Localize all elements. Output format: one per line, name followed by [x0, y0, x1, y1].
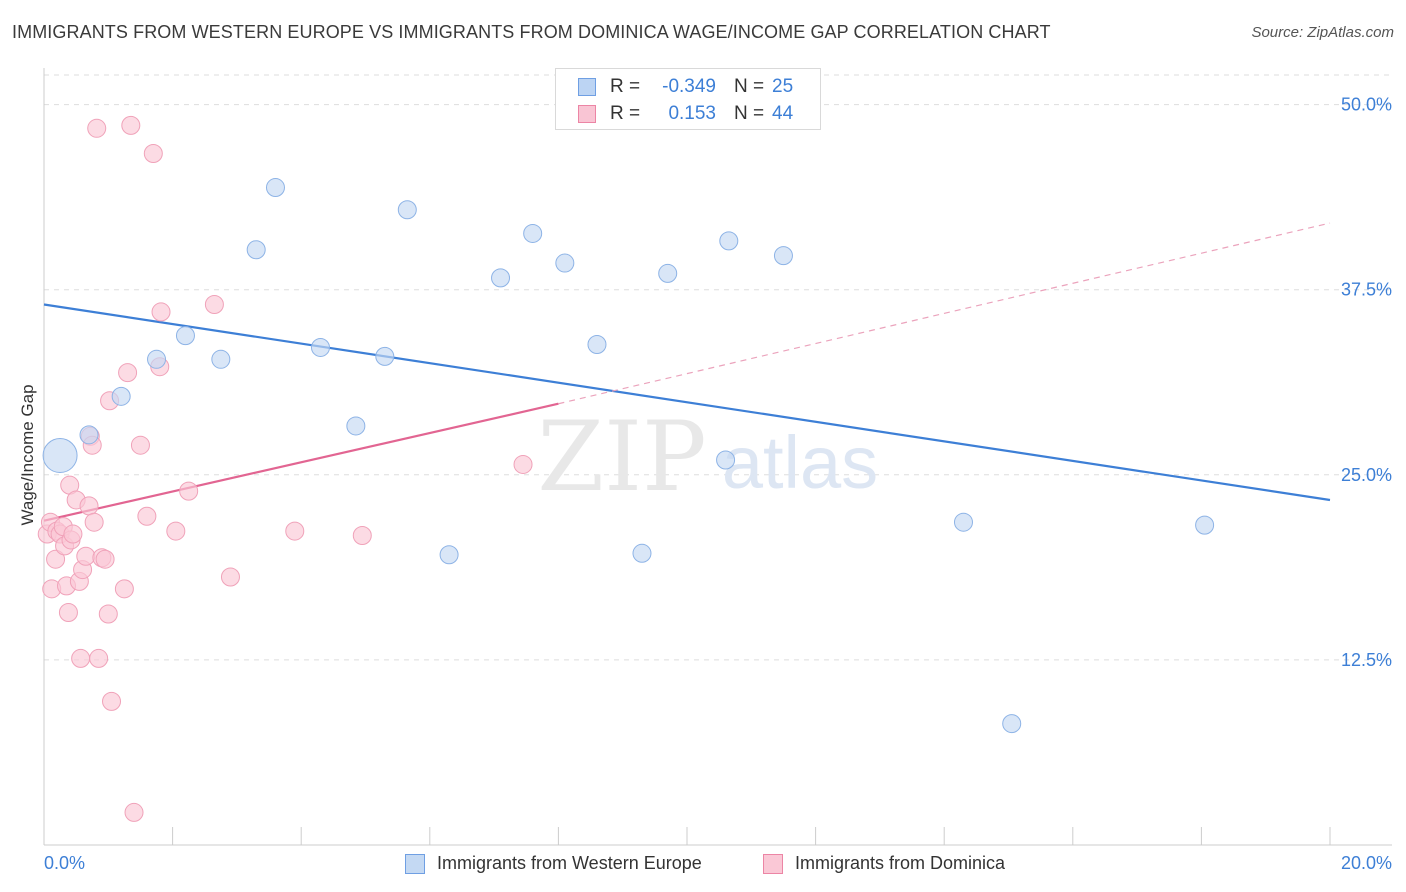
r-value: -0.349: [662, 76, 716, 97]
point-dominica: [137, 506, 157, 526]
point-western-europe: [310, 337, 330, 357]
y-axis-title: Wage/Income Gap: [18, 384, 37, 526]
r-value: 0.153: [668, 103, 716, 124]
trend-line-dominica: [43, 402, 559, 522]
y-tick-label: 50.0%: [1341, 95, 1392, 115]
point-western-europe: [587, 335, 607, 354]
point-western-europe: [346, 416, 366, 436]
point-dominica: [166, 521, 186, 541]
stats-row-dominica: R = 0.153 N = 44: [556, 100, 820, 128]
point-dominica: [84, 512, 104, 532]
point-western-europe: [773, 246, 793, 266]
y-tick-label: 37.5%: [1341, 280, 1392, 300]
point-dominica: [352, 526, 372, 546]
trend-lines: [43, 222, 1331, 522]
grid-lines: [44, 74, 1392, 661]
point-dominica: [58, 603, 78, 623]
point-western-europe: [246, 240, 266, 260]
n-label: N =: [734, 76, 765, 97]
point-dominica: [220, 567, 240, 587]
stats-swatch-pink: [578, 105, 596, 123]
point-western-europe: [111, 386, 131, 406]
point-dominica: [114, 579, 134, 599]
point-western-europe: [79, 425, 99, 445]
point-dominica: [46, 549, 66, 569]
point-western-europe: [1002, 714, 1022, 734]
point-dominica: [124, 802, 144, 822]
point-western-europe: [211, 349, 231, 369]
point-western-europe: [523, 223, 543, 243]
point-dominica: [71, 648, 91, 668]
point-western-europe: [658, 263, 678, 283]
trend-line-dominica-extrapolated: [558, 222, 1331, 405]
point-dominica: [98, 604, 118, 624]
point-dominica: [87, 118, 107, 138]
watermark-zip: ZIP: [537, 401, 706, 513]
x-tick-label-max: 20.0%: [1341, 853, 1392, 873]
legend-swatch-blue: [405, 854, 425, 874]
y-tick-labels: 12.5% 25.0% 37.5% 50.0%: [1341, 95, 1392, 670]
point-western-europe: [1195, 515, 1215, 535]
point-dominica: [204, 295, 224, 315]
watermark-atlas: atlas: [722, 421, 878, 504]
point-dominica: [143, 143, 163, 163]
point-dominica: [102, 691, 122, 711]
point-dominica: [76, 546, 96, 566]
stats-row-western-europe: R = -0.349 N = 25: [556, 73, 820, 101]
y-tick-label: 12.5%: [1341, 650, 1392, 670]
point-dominica: [151, 302, 171, 322]
r-label: R =: [610, 103, 641, 124]
point-western-europe: [719, 231, 739, 251]
stats-swatch-blue: [578, 78, 596, 96]
n-label: N =: [734, 103, 765, 124]
r-label: R =: [610, 76, 641, 97]
n-value: 44: [772, 103, 794, 124]
y-tick-label: 25.0%: [1341, 465, 1392, 485]
source-label: Source: ZipAtlas.com: [1251, 24, 1394, 41]
point-western-europe: [375, 346, 395, 366]
x-tick-labels: 0.0% 20.0%: [44, 853, 1392, 873]
point-dominica: [179, 481, 199, 501]
trend-line-western-europe: [43, 303, 1331, 502]
chart-title: IMMIGRANTS FROM WESTERN EUROPE VS IMMIGR…: [12, 22, 1051, 42]
point-western-europe: [147, 349, 167, 369]
point-dominica: [513, 454, 533, 474]
point-western-europe: [491, 268, 511, 288]
point-western-europe: [716, 450, 736, 470]
point-dominica: [121, 115, 141, 135]
point-western-europe: [397, 200, 417, 220]
watermark: ZIP atlas: [537, 401, 878, 513]
point-western-europe: [439, 545, 459, 565]
point-western-europe: [555, 253, 575, 273]
point-dominica: [118, 363, 138, 383]
point-dominica: [89, 648, 109, 668]
legend-swatch-pink: [763, 854, 783, 874]
x-tick-label-min: 0.0%: [44, 853, 85, 873]
legend-label: Immigrants from Western Europe: [437, 853, 702, 873]
point-dominica: [285, 521, 305, 541]
n-value: 25: [772, 76, 794, 97]
point-western-europe: [265, 178, 285, 198]
point-dominica: [130, 435, 150, 455]
legend-label: Immigrants from Dominica: [795, 853, 1006, 873]
point-dominica: [95, 549, 115, 569]
point-western-europe: [632, 543, 652, 563]
point-dominica: [63, 524, 83, 544]
data-points: [37, 115, 1215, 822]
point-western-europe: [42, 438, 78, 474]
point-dominica: [79, 496, 99, 516]
stats-legend: R = -0.349 N = 25 R = 0.153 N = 44: [555, 68, 821, 130]
point-western-europe: [175, 326, 195, 346]
point-western-europe: [953, 512, 973, 532]
